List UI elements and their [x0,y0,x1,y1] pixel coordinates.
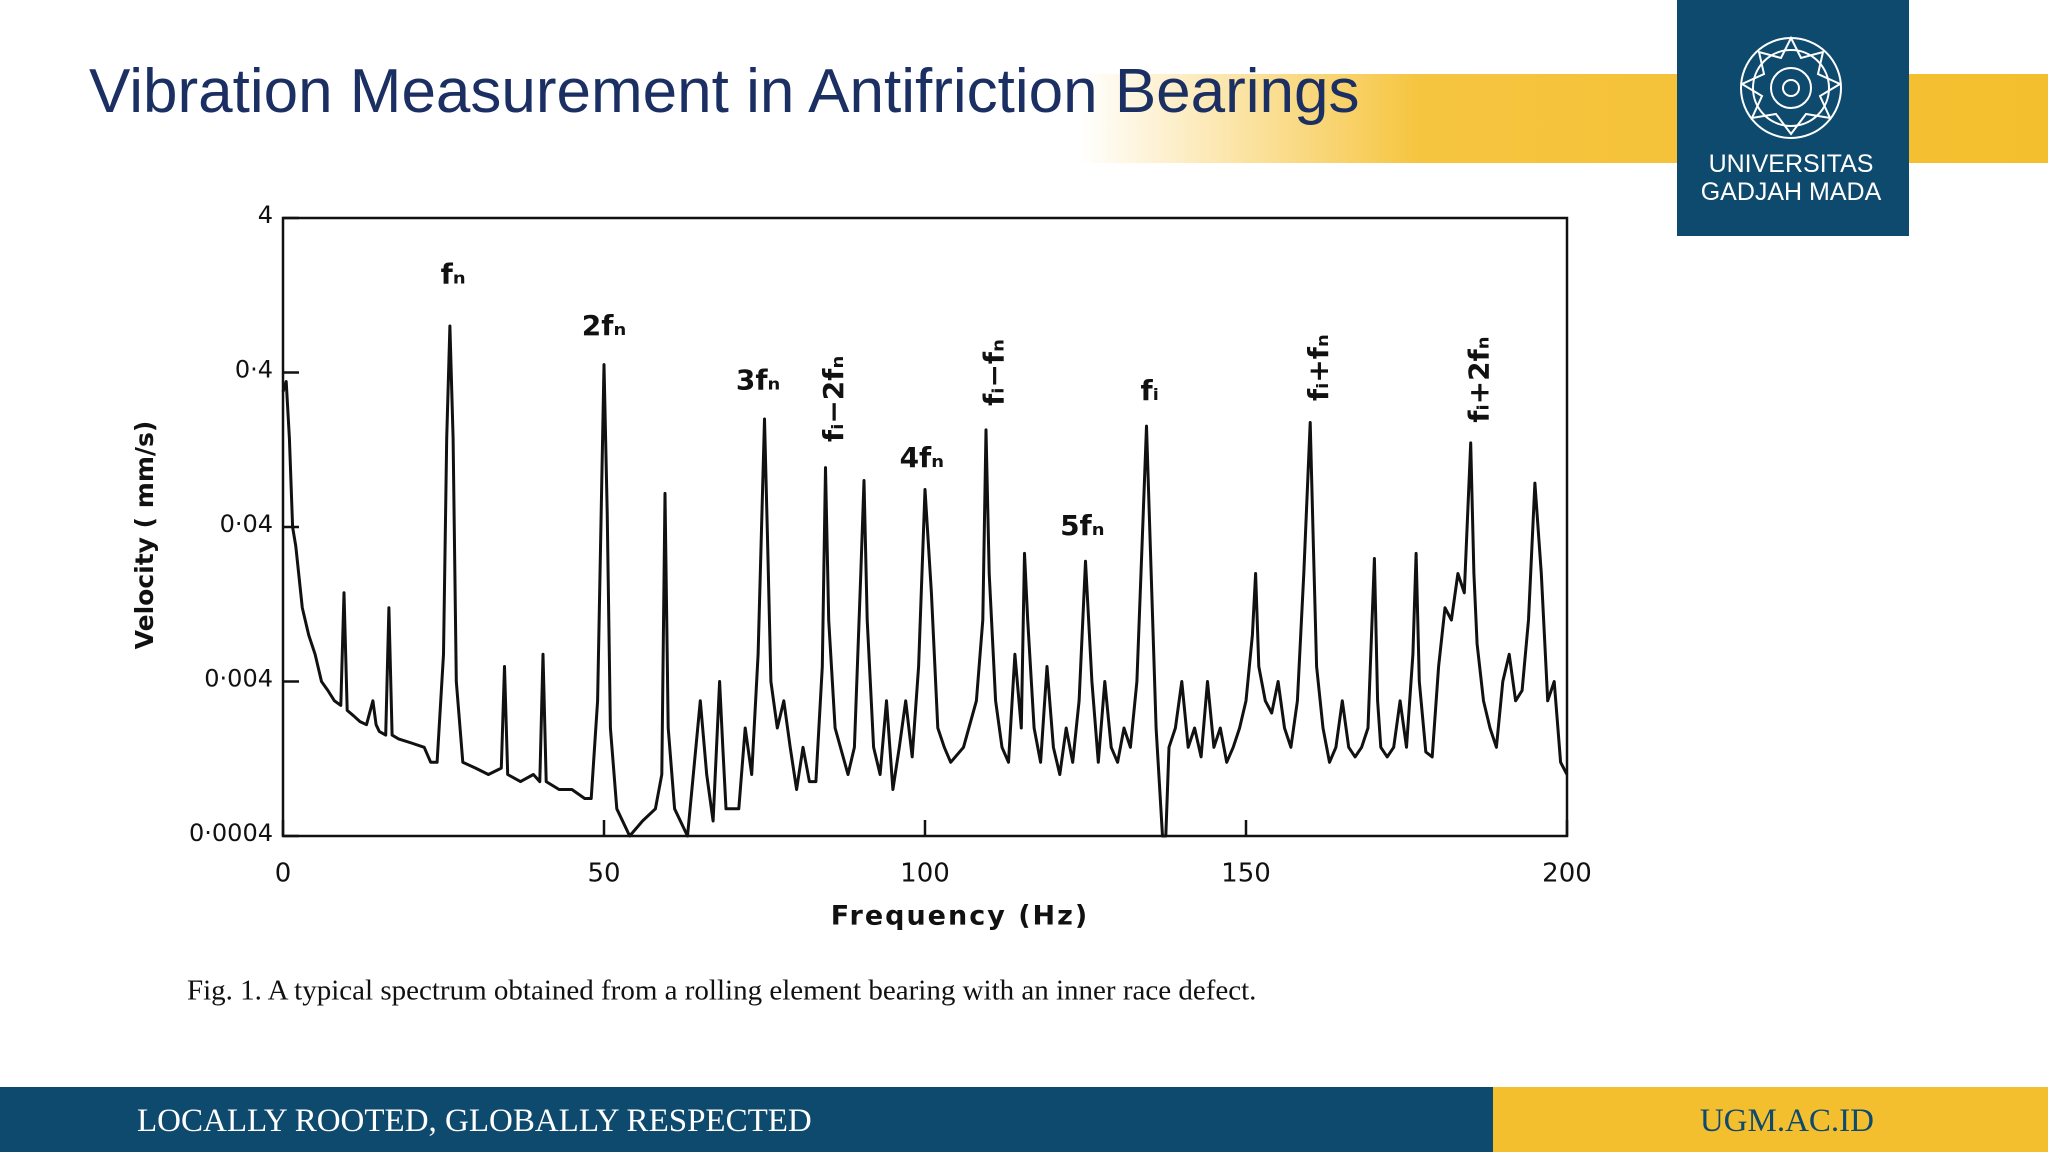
x-tick-label: 200 [1542,859,1592,889]
peak-annotation: fᵢ−2fₙ [817,356,850,442]
peak-annotation: fᵢ−fₙ [978,339,1011,406]
peak-annotation: fᵢ [1141,374,1159,407]
figure-caption: Fig. 1. A typical spectrum obtained from… [187,975,1256,1007]
x-tick-label: 50 [587,859,620,889]
footer-slogan: LOCALLY ROOTED, GLOBALLY RESPECTED [137,1103,812,1139]
peak-annotation: fₙ [441,257,466,290]
peak-annotation: 3fₙ [736,363,780,396]
x-tick-label: 0 [275,859,292,889]
y-tick-label: 4 [258,201,273,229]
peak-annotation: fᵢ+fₙ [1302,334,1335,401]
footer-left-band [0,1087,1493,1152]
y-tick-label: 0·004 [204,665,273,693]
y-tick-label: 0·04 [220,510,273,538]
logo-line: GADJAH MADA [1701,178,1882,206]
logo-box [1677,0,1909,236]
peak-annotation: 4fₙ [900,441,944,474]
footer-url: UGM.AC.ID [1700,1103,1874,1139]
y-tick-label: 0·0004 [189,819,273,847]
logo-line: UNIVERSITAS [1709,150,1874,178]
slide-title: Vibration Measurement in Antifriction Be… [89,57,1360,126]
x-axis-label: Frequency (Hz) [831,901,1089,932]
x-tick-label: 100 [900,859,950,889]
x-tick-label: 150 [1221,859,1271,889]
peak-annotation: 2fₙ [582,309,626,342]
peak-annotation: fᵢ+2fₙ [1462,336,1495,422]
y-tick-label: 0·4 [235,356,273,384]
logo-emblem [1739,35,1843,139]
peak-annotation: 5fₙ [1060,509,1104,542]
spectrum-line [281,324,1569,838]
chart: Velocity ( mm/s) Frequency (Hz) Fig. 1. … [130,201,1592,1007]
y-axis-label: Velocity ( mm/s) [130,421,159,650]
footer-right-band [1493,1087,2048,1152]
